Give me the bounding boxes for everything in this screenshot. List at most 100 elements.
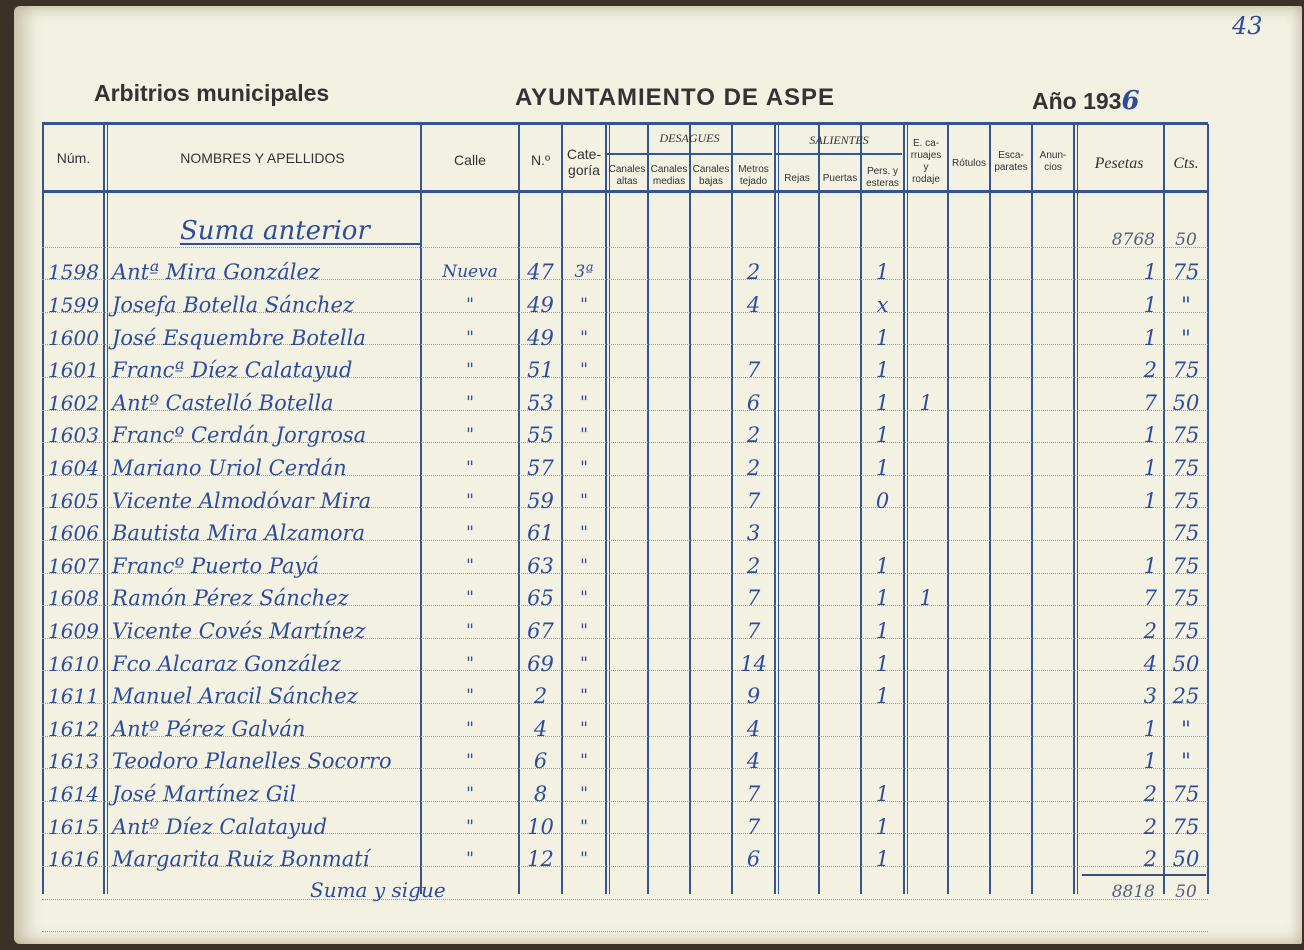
row-calle: Nueva [442, 262, 498, 283]
column-header-canales-bajas: Canales bajas [692, 164, 730, 187]
column-header-carruajes: E. ca- rruajes y rodaje [910, 138, 942, 185]
column-header-salientes: SALIENTES [809, 133, 869, 147]
row-metros-tejado: 6 [746, 390, 761, 415]
row-pesetas: 1 [1143, 260, 1157, 285]
row-nombre: Margarita Ruiz Bonmatí [112, 847, 370, 872]
row-num: 1610 [48, 651, 99, 676]
row-numero: 2 [533, 684, 548, 709]
column-rule [774, 124, 776, 894]
row-calle: " [466, 751, 474, 772]
suma-anterior-cts: 50 [1175, 229, 1197, 250]
row-numero: 6 [533, 749, 548, 774]
row-pers-esteras: 1 [875, 814, 890, 839]
row-rule [42, 344, 1208, 346]
row-num: 1598 [48, 260, 99, 285]
row-categoria: " [580, 849, 588, 870]
row-pesetas: 1 [1143, 749, 1157, 774]
suma-anterior-label: Suma anterior [180, 216, 370, 246]
column-rule [1163, 124, 1165, 894]
row-cts: 75 [1172, 358, 1200, 383]
row-numero: 67 [527, 618, 554, 643]
row-pesetas: 1 [1143, 553, 1157, 578]
row-metros-tejado: 7 [746, 586, 761, 611]
row-pesetas: 1 [1143, 716, 1157, 741]
row-numero: 10 [527, 814, 554, 839]
row-rule [42, 637, 1208, 639]
row-metros-tejado: 4 [746, 716, 761, 741]
row-carruajes [905, 257, 947, 287]
row-pesetas: 2 [1143, 781, 1157, 806]
row-cts: 75 [1172, 814, 1200, 839]
row-nombre: José Esquembre Botella [112, 325, 366, 350]
row-carruajes [905, 355, 947, 385]
row-nombre: Antº Díez Calatayud [112, 814, 328, 839]
column-rule [103, 124, 105, 894]
row-num: 1601 [48, 358, 99, 383]
row-num: 1613 [48, 749, 99, 774]
row-metros-tejado: 6 [746, 847, 761, 872]
row-pers-esteras: 1 [875, 684, 890, 709]
row-cts: 75 [1172, 488, 1200, 513]
row-numero: 8 [533, 781, 548, 806]
row-num: 1612 [48, 716, 99, 741]
row-num: 1611 [48, 684, 99, 709]
row-carruajes [905, 290, 947, 320]
column-rule [903, 124, 905, 894]
header-top-rule [42, 122, 1208, 125]
row-carruajes [905, 486, 947, 516]
row-carruajes [905, 551, 947, 581]
row-calle: " [466, 523, 474, 544]
row-pers-esteras: 1 [875, 847, 890, 872]
column-rule [689, 124, 691, 894]
column-header-categoria: Cate- goría [566, 146, 602, 178]
row-categoria: " [580, 588, 588, 609]
row-num: 1605 [48, 488, 99, 513]
row-numero: 57 [527, 455, 554, 480]
row-pers-esteras: 1 [875, 781, 890, 806]
row-categoria: " [580, 620, 588, 641]
row-pers-esteras: 0 [875, 488, 890, 513]
row-rule [42, 898, 1208, 900]
row-calle: " [466, 425, 474, 446]
row-numero: 12 [527, 847, 554, 872]
row-cts: 50 [1172, 651, 1200, 676]
row-nombre: Francº Cerdán Jorgrosa [112, 423, 367, 448]
row-nombre: Ramón Pérez Sánchez [112, 586, 349, 611]
row-carruajes [905, 714, 947, 744]
row-pers-esteras: 1 [875, 423, 890, 448]
row-metros-tejado: 2 [746, 423, 761, 448]
row-categoria: " [580, 783, 588, 804]
row-rule [42, 246, 1208, 248]
row-rule [42, 442, 1208, 444]
column-header-anuncios: Anun- cios [1039, 150, 1067, 173]
column-rule [907, 124, 908, 894]
row-num: 1604 [48, 455, 99, 480]
year-handwritten: 6 [1121, 86, 1140, 116]
row-metros-tejado: 2 [746, 455, 761, 480]
row-rule [42, 931, 1208, 933]
row-cts: 75 [1172, 455, 1200, 480]
row-num: 1600 [48, 325, 99, 350]
row-cts: 75 [1172, 586, 1200, 611]
column-header-canales-altas: Canales altas [608, 164, 646, 187]
column-rule [647, 124, 649, 894]
row-num: 1609 [48, 618, 99, 643]
row-pesetas: 1 [1143, 292, 1157, 317]
row-metros-tejado: 7 [746, 358, 761, 383]
row-cts: 75 [1172, 521, 1200, 546]
header-year: Año 1936 [1032, 86, 1140, 116]
row-carruajes [905, 649, 947, 679]
column-header-nombres: NOMBRES Y APELLIDOS [180, 150, 345, 166]
column-rule [107, 124, 108, 894]
row-metros-tejado [733, 323, 774, 353]
row-nombre: Mariano Uriol Cerdán [112, 455, 347, 480]
row-calle: " [466, 392, 474, 413]
page-number: 43 [1232, 12, 1263, 40]
column-rule [947, 124, 949, 894]
column-rule [989, 124, 991, 894]
column-rule [1073, 124, 1075, 894]
row-categoria: " [580, 425, 588, 446]
column-header-canales-medias: Canales medias [650, 164, 688, 187]
total-rule [1082, 873, 1206, 876]
row-pesetas: 2 [1143, 358, 1157, 383]
